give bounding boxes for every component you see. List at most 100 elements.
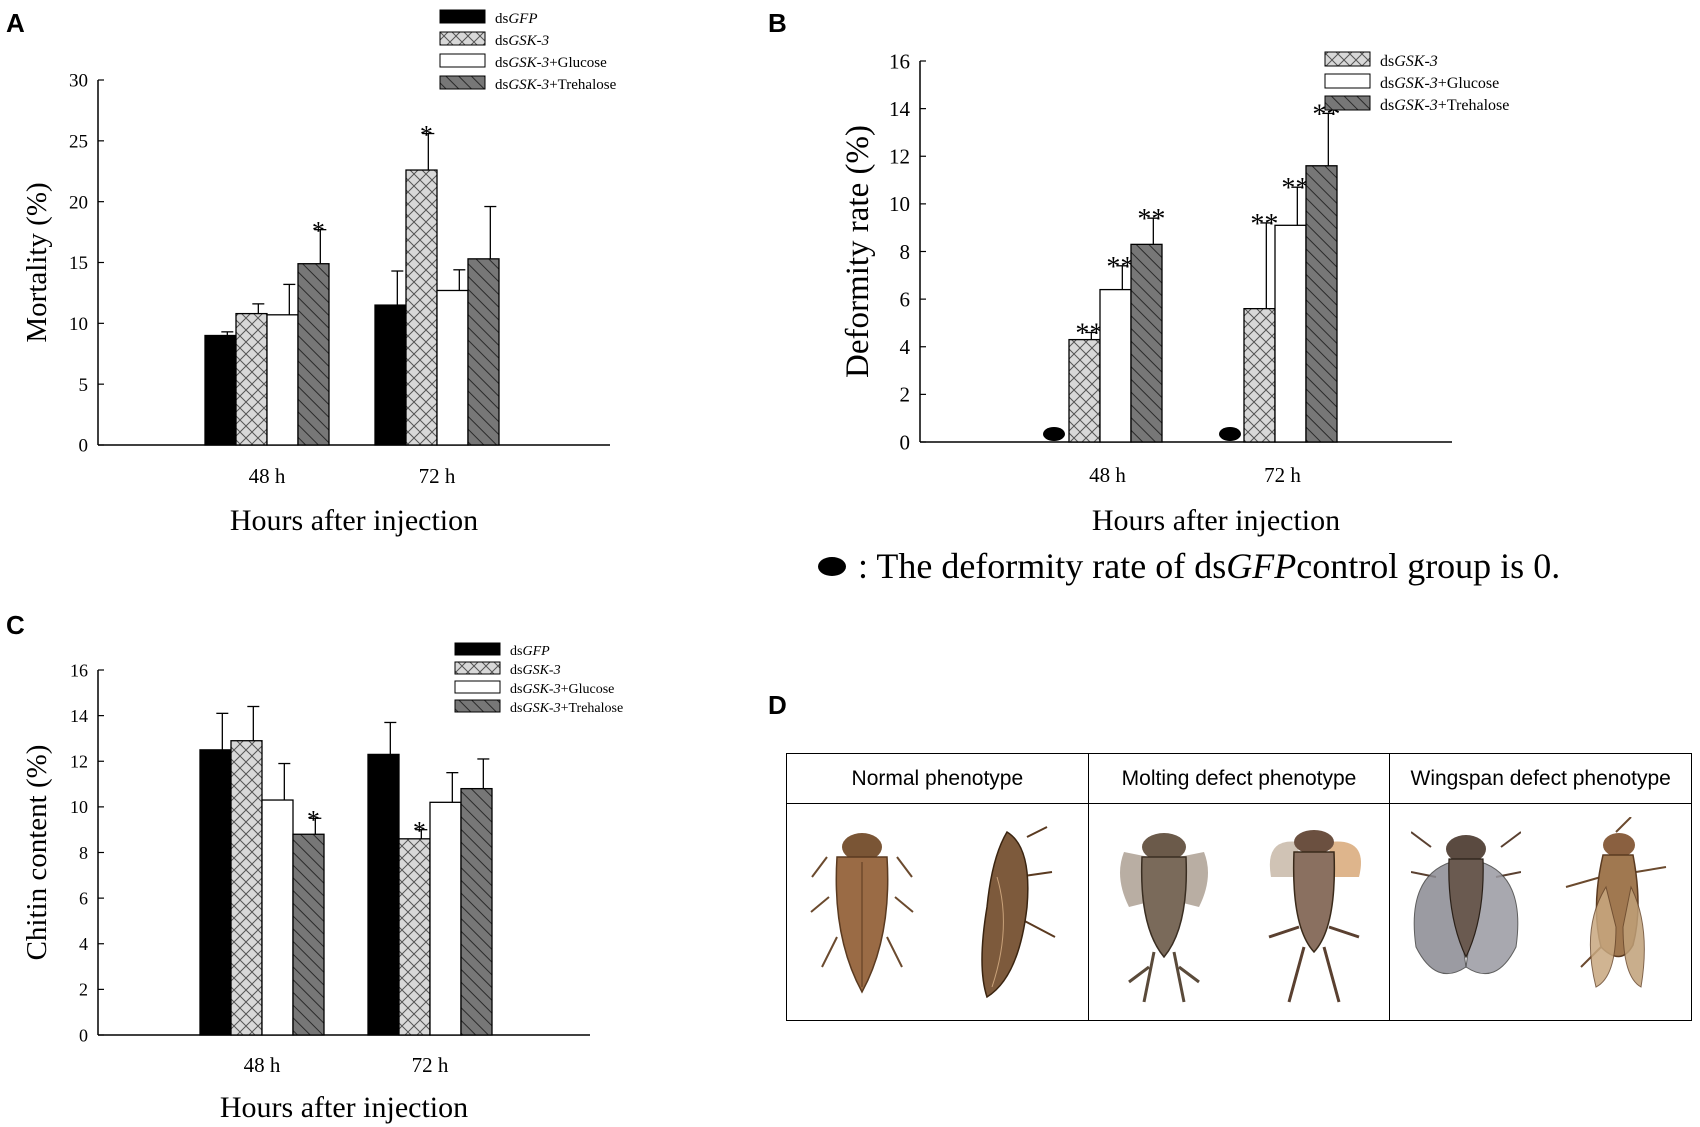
- legend-label: dsGSK-3+Trehalose: [510, 701, 623, 716]
- significance-label: *: [420, 121, 433, 150]
- bar: [1243, 307, 1276, 443]
- bar: [204, 334, 237, 446]
- phenotype-table: Normal phenotype Molting defect phenotyp…: [786, 753, 1692, 1021]
- y-tick-label: 30: [69, 71, 88, 92]
- legend-label-italic: GSK-3: [522, 682, 560, 697]
- category-tick-label: 72 h: [419, 464, 456, 488]
- bar: [398, 838, 431, 1036]
- bar: [374, 304, 407, 446]
- legend-label-suffix: +Trehalose: [561, 701, 624, 716]
- legend-label-italic: GFP: [508, 11, 537, 27]
- category-tick-label: 72 h: [412, 1053, 449, 1077]
- zero-marker-dot: [1219, 427, 1241, 441]
- legend-label: dsGSK-3+Glucose: [510, 682, 614, 697]
- legend-label-italic: GSK-3: [522, 701, 560, 716]
- panel-label-b: B: [768, 8, 787, 38]
- legend-swatch: [1324, 95, 1371, 111]
- y-tick-label: 14: [889, 97, 911, 121]
- legend-label-prefix: ds: [495, 11, 509, 27]
- legend-label-prefix: ds: [1380, 75, 1394, 92]
- zero-marker-dot: [1043, 427, 1065, 441]
- legend-swatch: [439, 31, 486, 46]
- y-tick-label: 10: [889, 192, 910, 216]
- zero-marker-footnote: : The deformity rate of ds GFP control gr…: [818, 545, 1560, 587]
- category-tick-label: 48 h: [1089, 463, 1126, 487]
- y-tick-label: 15: [69, 253, 88, 274]
- bar: [1099, 288, 1132, 443]
- category-tick-label: 72 h: [1264, 463, 1301, 487]
- y-tick-label: 2: [79, 980, 88, 1000]
- phenotype-wingspan: Wingspan defect phenotype: [1390, 754, 1692, 1020]
- phenotype-molting: Molting defect phenotype: [1088, 754, 1391, 1020]
- legend-label-prefix: ds: [495, 55, 509, 71]
- significance-label: **: [1106, 252, 1134, 283]
- legend-label: dsGFP: [510, 644, 550, 659]
- legend-swatch: [439, 75, 486, 90]
- phenotype-image-normal: [787, 804, 1088, 1020]
- significance-label: **: [1250, 209, 1278, 240]
- legend-label-italic: GSK-3: [508, 77, 549, 93]
- legend-label: dsGSK-3: [510, 663, 561, 678]
- legend-label-suffix: +Trehalose: [549, 77, 616, 93]
- bar: [405, 169, 438, 446]
- legend-swatch: [1324, 51, 1371, 67]
- y-axis-label: Chitin content (%): [21, 745, 53, 961]
- significance-label: **: [1137, 204, 1165, 235]
- bar: [367, 753, 400, 1036]
- legend-label-italic: GFP: [522, 644, 550, 659]
- bar: [1305, 165, 1338, 443]
- legend-label: dsGSK-3+Glucose: [1380, 75, 1499, 92]
- legend-label-prefix: ds: [510, 644, 522, 659]
- x-axis-label: Hours after injection: [220, 1091, 468, 1124]
- bar: [230, 740, 263, 1036]
- x-axis-label: Hours after injection: [1092, 504, 1340, 537]
- bar: [261, 799, 294, 1036]
- significance-label: *: [312, 217, 325, 246]
- legend-label: dsGSK-3: [1380, 53, 1438, 70]
- y-tick-label: 6: [79, 888, 88, 908]
- planthopper-wingspan-icon: [1410, 831, 1521, 975]
- phenotype-header-normal: Normal phenotype: [787, 754, 1088, 804]
- legend-swatch: [454, 661, 501, 675]
- category-tick-label: 48 h: [249, 464, 286, 488]
- footnote-prefix: : The deformity rate of ds: [858, 546, 1227, 586]
- legend-label-suffix: +Trehalose: [1438, 97, 1510, 114]
- bar: [292, 833, 325, 1036]
- bar: [235, 312, 268, 446]
- x-axis-label: Hours after injection: [230, 504, 478, 537]
- legend-swatch: [454, 680, 501, 694]
- legend-label-italic: GSK-3: [1394, 97, 1438, 114]
- y-tick-label: 10: [70, 797, 88, 817]
- legend-label-prefix: ds: [495, 77, 509, 93]
- significance-label: **: [1281, 173, 1309, 204]
- y-tick-label: 8: [900, 240, 911, 264]
- significance-label: *: [307, 805, 320, 834]
- legend-label: dsGSK-3+Trehalose: [1380, 97, 1509, 114]
- legend-swatch: [454, 642, 501, 656]
- y-tick-label: 4: [900, 335, 911, 359]
- legend-label: dsGFP: [495, 11, 538, 27]
- y-tick-label: 16: [70, 660, 88, 680]
- bar: [266, 314, 299, 446]
- legend-label-prefix: ds: [1380, 97, 1394, 114]
- legend-swatch: [454, 699, 501, 713]
- significance-label: *: [413, 817, 426, 846]
- y-tick-label: 20: [69, 192, 88, 213]
- legend-label-suffix: +Glucose: [1438, 75, 1499, 92]
- legend-swatch: [1324, 73, 1371, 89]
- phenotype-image-molting: [1089, 804, 1390, 1020]
- legend-label: dsGSK-3+Trehalose: [495, 77, 617, 93]
- y-tick-label: 10: [69, 314, 88, 335]
- legend-label-italic: GSK-3: [508, 33, 549, 49]
- y-tick-label: 0: [79, 1025, 88, 1045]
- planthopper-wingspan-side-icon: [1565, 817, 1666, 988]
- y-tick-label: 4: [79, 934, 88, 954]
- y-tick-label: 16: [889, 49, 910, 73]
- zero-marker-dot-icon: [818, 556, 846, 576]
- panel-label-a: A: [6, 8, 25, 38]
- y-tick-label: 14: [70, 706, 88, 726]
- bar: [1068, 338, 1101, 443]
- legend-label-italic: GSK-3: [508, 55, 549, 71]
- y-tick-label: 0: [900, 430, 911, 454]
- y-axis-label: Mortality (%): [21, 182, 53, 342]
